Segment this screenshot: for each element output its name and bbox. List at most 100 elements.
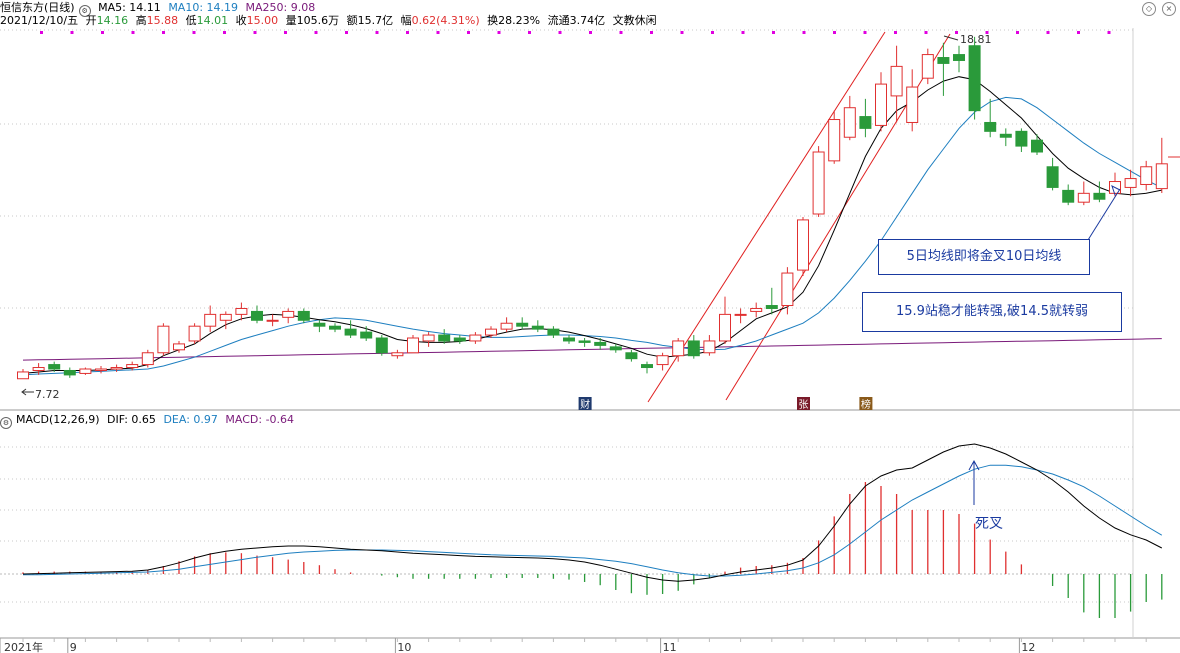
candle-body [157, 325, 170, 354]
candle-body [1031, 139, 1043, 153]
top-marker-dot [467, 31, 470, 34]
annotation-box-golden-cross: 5日均线即将金叉10日均线 [878, 239, 1090, 275]
candle-body [204, 313, 217, 327]
dif-line [22, 443, 1163, 582]
candle-body [656, 355, 669, 366]
macd-settings-icon[interactable]: ⚙ [0, 417, 12, 429]
top-marker-dot [528, 31, 531, 34]
candle-body [937, 57, 950, 64]
low-value: 14.01 [196, 14, 229, 27]
candle-body [1046, 166, 1059, 188]
close-label: 收 [235, 14, 247, 27]
macd-value: MACD: -0.64 [225, 413, 295, 426]
candle-body [32, 367, 45, 371]
top-marker-dot [253, 31, 257, 34]
candle-body [1093, 192, 1106, 200]
candle-body [500, 322, 513, 330]
dea-line [23, 464, 1163, 577]
ma10-value: MA10: 14.19 [168, 1, 239, 14]
candle-body [765, 305, 778, 309]
top-marker-dot [131, 31, 135, 34]
candle-body [282, 310, 295, 318]
candle-body [219, 313, 232, 321]
candle-body [1124, 178, 1137, 188]
candle-body [719, 313, 731, 342]
low-marker-arrow [21, 388, 27, 396]
candle-body [953, 54, 965, 61]
axis-month-label: 9 [70, 641, 77, 653]
candle-body [609, 346, 622, 351]
top-marker-dot [802, 31, 806, 34]
axis-year-label: 2021年 [4, 640, 43, 653]
low-price-label: 7.72 [35, 388, 60, 401]
top-marker-dot [375, 31, 379, 34]
top-marker-dot [101, 31, 104, 34]
candle-body [859, 116, 872, 129]
candle-body [485, 328, 497, 336]
top-marker-dot [406, 31, 409, 34]
quote-header: 2021/12/10/五 开14.16 高15.88 低14.01 收15.00… [0, 14, 661, 28]
annotation-arrows [21, 35, 1121, 505]
candle-body [999, 133, 1012, 138]
macd-title: MACD(12,26,9) [16, 413, 100, 426]
candle-body [344, 328, 357, 336]
candle-body [547, 328, 560, 336]
candle-body [1077, 192, 1090, 203]
candle-body [672, 340, 685, 357]
candle-body [173, 343, 185, 351]
top-marker-dot [558, 31, 562, 34]
close-value: 15.00 [246, 14, 279, 27]
candle-body [703, 340, 716, 354]
candle-body [1062, 189, 1075, 203]
candle-body [79, 368, 92, 374]
ma5-value: MA5: 14.11 [98, 1, 161, 14]
amount-value: 额15.7亿 [346, 14, 394, 27]
event-marker-3: 榜 [861, 398, 871, 411]
arrowhead-death-cross [968, 459, 980, 471]
candle-body [188, 325, 201, 342]
grid [0, 29, 1133, 603]
event-marker-1: 财 [580, 398, 590, 411]
macd-panel [22, 443, 1163, 618]
candle-body [578, 340, 591, 343]
candle-body [141, 352, 154, 366]
high-label: 高 [135, 14, 147, 27]
close-icon[interactable]: × [1162, 2, 1176, 16]
top-marker-dot [650, 31, 653, 34]
candle-body [1140, 166, 1153, 185]
top-marker-dot [833, 31, 836, 34]
top-marker-dot [345, 31, 348, 34]
top-marker-dot [223, 31, 226, 34]
candle-body [531, 325, 544, 330]
candle-body [391, 352, 404, 357]
candle-body [375, 337, 388, 354]
top-marker-dot [619, 31, 623, 34]
candle-body [641, 364, 653, 369]
candle-body [812, 151, 825, 215]
top-marker-dot [772, 31, 775, 34]
candle-body [126, 364, 139, 369]
event-marker-box [797, 397, 810, 410]
chart-frame [0, 28, 1180, 639]
candle-body [563, 337, 575, 342]
top-marker-dot [894, 31, 897, 34]
candle-body [516, 322, 529, 327]
candle-body [875, 83, 887, 126]
quote-date: 2021/12/10/五 [0, 14, 79, 27]
candle-body [95, 368, 107, 371]
axis-month-label: 10 [397, 641, 411, 653]
candle-body [1155, 163, 1168, 190]
top-marker-dot [497, 31, 501, 34]
candle-body [843, 107, 856, 138]
top-marker-dot [1077, 31, 1080, 34]
top-marker-dot [192, 31, 196, 34]
candle-body [251, 310, 263, 321]
change-label: 幅 [400, 14, 412, 27]
axis-month-label: 12 [1021, 641, 1035, 653]
top-marker-dot [741, 31, 745, 34]
macd-header: ⚙ MACD(12,26,9) DIF: 0.65 DEA: 0.97 MACD:… [0, 413, 298, 429]
minimize-icon[interactable]: ◇ [1142, 2, 1156, 16]
candle-body [453, 337, 466, 342]
settings-circle-icon[interactable]: ⚙ [78, 5, 91, 17]
